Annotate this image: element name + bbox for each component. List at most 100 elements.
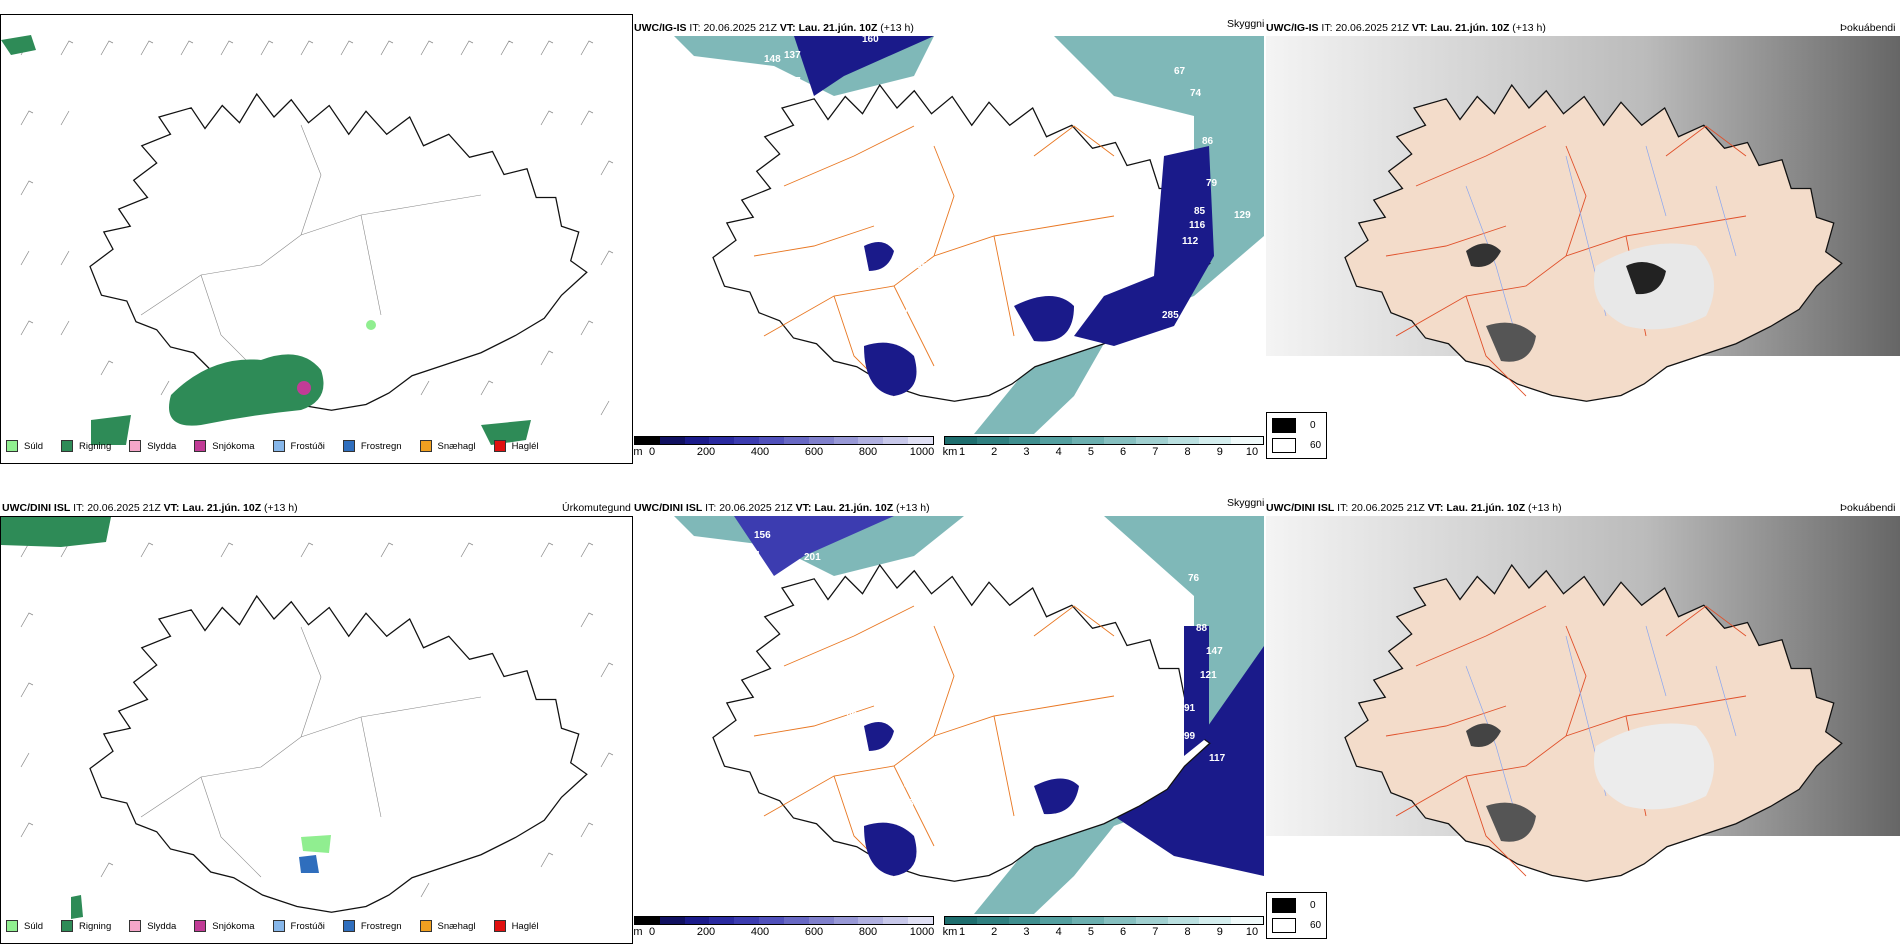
colorbar-swatch [883, 917, 909, 924]
colorbar-swatch [1199, 917, 1232, 924]
colorbar-swatch [734, 917, 760, 924]
roads [140, 124, 482, 376]
cloudbase-value-label: 32 [932, 316, 944, 327]
legend-swatch [419, 440, 432, 452]
cloudbase-colorbar-2: m 0 200 400 600 800 1000 [633, 916, 935, 938]
cloudbase-unit: m [633, 446, 643, 458]
colorbar-swatch [659, 917, 685, 924]
legend-item: Rigning [61, 440, 111, 452]
colorbar-swatch [1135, 917, 1168, 924]
colorbar-tick: 2 [991, 926, 998, 938]
cloudbase-value-label: 76 [1188, 573, 1200, 584]
cloudbase-value-label: 92 [1089, 246, 1101, 257]
cloudbase-ticks: m 0 200 400 600 800 1000 [633, 445, 934, 458]
legend-swatch [342, 440, 355, 452]
legend-item: Súld [6, 440, 43, 452]
colorbar-swatch [1008, 437, 1041, 444]
colorbar-tick: 200 [696, 926, 716, 938]
panel-title: Skyggni [1227, 18, 1265, 30]
colorbar-tick: 600 [804, 926, 824, 938]
visibility-unit: km [942, 446, 958, 458]
colorbar-swatch [883, 437, 909, 444]
colorbar-swatch [759, 437, 784, 444]
legend-item: Snæhagl [419, 920, 476, 932]
colorbar-swatch [1199, 437, 1232, 444]
legend-item: Haglél [493, 440, 539, 452]
colorbar-swatch [858, 917, 884, 924]
cloudbase-value-label: 112 [1182, 236, 1199, 247]
legend-swatch [61, 440, 74, 452]
cloudbase-value-label: 67 [1174, 66, 1186, 77]
colorbar-swatch [858, 437, 884, 444]
cloudbase-value-label: 61 [832, 218, 844, 229]
colorbar-tick: 6 [1120, 926, 1127, 938]
visibility-colorbar-1: km 1 2 3 4 5 6 7 8 9 10 [942, 436, 1264, 458]
cloudbase-value-label: 64 [819, 751, 831, 762]
cloudbase-bar [634, 436, 934, 445]
cloudbase-value-label: 144 [1154, 768, 1171, 779]
colorbar-swatch [833, 917, 859, 924]
panel-header: UWC/DINI ISL IT: 20.06.2025 21Z VT: Lau.… [2, 502, 298, 514]
cloudbase-bar [634, 916, 934, 925]
colorbar-swatch [976, 437, 1009, 444]
legend-item: Slydda [129, 920, 176, 932]
colorbar-swatch [1103, 917, 1136, 924]
colorbar-tick: 400 [750, 926, 770, 938]
rivers [1465, 145, 1737, 337]
cloud-map-2: 156 121 201 76 87 88 147 121 91 99 117 144 268 77 66 64… [634, 516, 1264, 914]
panel-header: UWC/DINI ISL IT: 20.06.2025 21Z VT: Lau.… [1266, 502, 1562, 514]
legend-item: Rigning [61, 920, 111, 932]
panel-header: UWC/IG-IS IT: 20.06.2025 21Z VT: Lau. 21… [634, 22, 914, 34]
legend-swatch [272, 920, 285, 932]
cloudbase-value-label: 33 [908, 798, 920, 809]
visibility-unit: km [942, 926, 958, 938]
roads [753, 125, 1115, 397]
fog-legend-row: 0 [1272, 418, 1321, 433]
colorbar-swatch [709, 917, 735, 924]
legend-item: Frostúði [272, 440, 325, 452]
cloud-map-1: 137 148 147 160 67 74 86 79 85 116 129 112 60 64 61 55 9… [634, 36, 1264, 434]
colorbar-tick: 3 [1023, 446, 1030, 458]
cloudbase-unit: m [633, 926, 643, 938]
colorbar-swatch [783, 917, 809, 924]
colorbar-tick: 10 [1245, 446, 1259, 458]
cloudbase-ticks: m 0 200 400 600 800 1000 [633, 925, 935, 938]
legend-swatch [419, 920, 432, 932]
colorbar-swatch [1167, 917, 1200, 924]
colorbar-swatch [783, 437, 809, 444]
colorbar-swatch [635, 437, 660, 444]
cloudbase-value-label: 66 [846, 708, 858, 719]
legend-item: Snæhagl [419, 440, 476, 452]
colorbar-swatch [908, 917, 933, 924]
legend-item: Snjókoma [194, 440, 255, 452]
cloudbase-value-label: 79 [904, 304, 916, 315]
cloudbase-value-label: 148 [764, 54, 781, 65]
legend-item: Snjókoma [194, 920, 255, 932]
colorbar-swatch [945, 437, 977, 444]
cloudbase-value-label: 156 [754, 530, 771, 541]
legend-swatch [493, 440, 506, 452]
cloudbase-value-label: 201 [804, 552, 821, 563]
colorbar-tick: 800 [858, 446, 878, 458]
panel-header: UWC/DINI ISL IT: 20.06.2025 21Z VT: Lau.… [634, 502, 930, 514]
legend-item: Slydda [129, 440, 176, 452]
colorbar-tick: 9 [1216, 446, 1223, 458]
colorbar-tick: 1 [958, 446, 966, 458]
colorbar-swatch [1231, 437, 1263, 444]
colorbar-swatch [833, 437, 859, 444]
colorbar-tick: 0 [648, 446, 656, 458]
colorbar-tick: 8 [1184, 926, 1191, 938]
legend-item: Haglél [493, 920, 539, 932]
legend-swatch [194, 440, 207, 452]
fog-legend-row: 0 [1272, 898, 1321, 913]
cloud-labels: 156 121 201 76 87 88 147 121 91 99 117 144 268 77 66 64… [744, 530, 1226, 809]
colorbar-swatch [1103, 437, 1136, 444]
legend-swatch [272, 440, 285, 452]
wind-barbs [20, 40, 614, 416]
cloudbase-value-label: 55 [931, 292, 943, 303]
cloudbase-value-label: 88 [1196, 623, 1208, 634]
colorbar-tick: 10 [1245, 926, 1259, 938]
colorbar-swatch [635, 917, 660, 924]
panel-title: Skyggni [1227, 497, 1265, 509]
colorbar-tick: 1000 [909, 926, 935, 938]
